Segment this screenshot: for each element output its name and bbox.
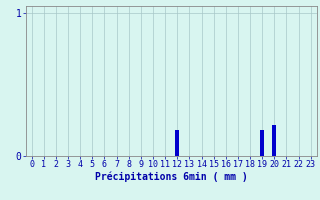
Bar <box>272 125 276 156</box>
Bar <box>260 130 264 156</box>
X-axis label: Précipitations 6min ( mm ): Précipitations 6min ( mm ) <box>95 172 248 182</box>
Bar <box>175 130 180 156</box>
